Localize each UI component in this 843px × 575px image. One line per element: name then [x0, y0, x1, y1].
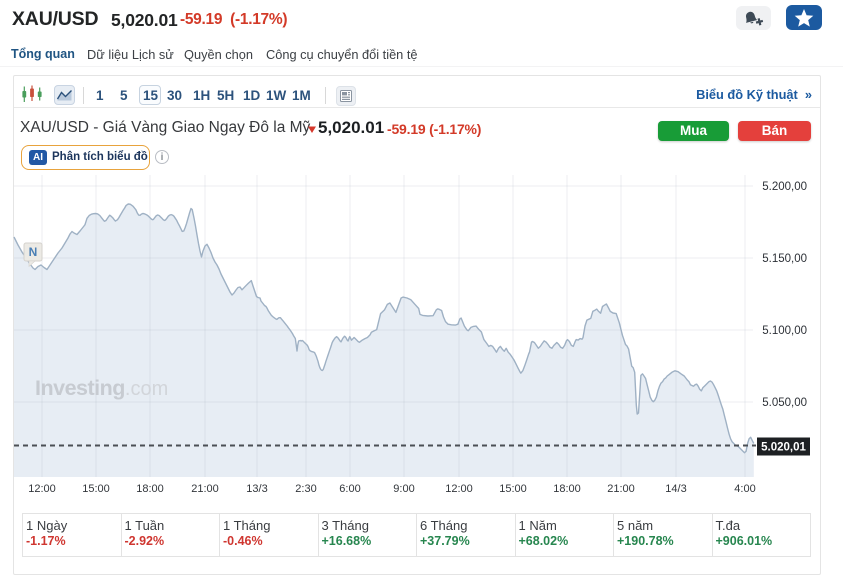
- svg-text:21:00: 21:00: [607, 483, 635, 495]
- svg-text:12:00: 12:00: [445, 483, 473, 495]
- svg-text:21:00: 21:00: [191, 483, 219, 495]
- svg-text:14/3: 14/3: [665, 483, 686, 495]
- svg-text:9:00: 9:00: [393, 483, 414, 495]
- svg-text:5.100,00: 5.100,00: [762, 325, 807, 337]
- svg-text:18:00: 18:00: [553, 483, 581, 495]
- svg-text:6:00: 6:00: [339, 483, 360, 495]
- svg-text:15:00: 15:00: [82, 483, 110, 495]
- svg-text:2:30: 2:30: [295, 483, 316, 495]
- svg-text:12:00: 12:00: [28, 483, 56, 495]
- svg-text:5.020,01: 5.020,01: [761, 442, 806, 454]
- svg-text:5.200,00: 5.200,00: [762, 181, 807, 193]
- svg-text:13/3: 13/3: [246, 483, 267, 495]
- svg-text:5.050,00: 5.050,00: [762, 397, 807, 409]
- svg-text:15:00: 15:00: [499, 483, 527, 495]
- svg-text:4:00: 4:00: [734, 483, 755, 495]
- svg-text:18:00: 18:00: [136, 483, 164, 495]
- svg-text:Investing.com: Investing.com: [35, 376, 168, 400]
- svg-text:5.150,00: 5.150,00: [762, 253, 807, 265]
- svg-text:N: N: [29, 245, 38, 259]
